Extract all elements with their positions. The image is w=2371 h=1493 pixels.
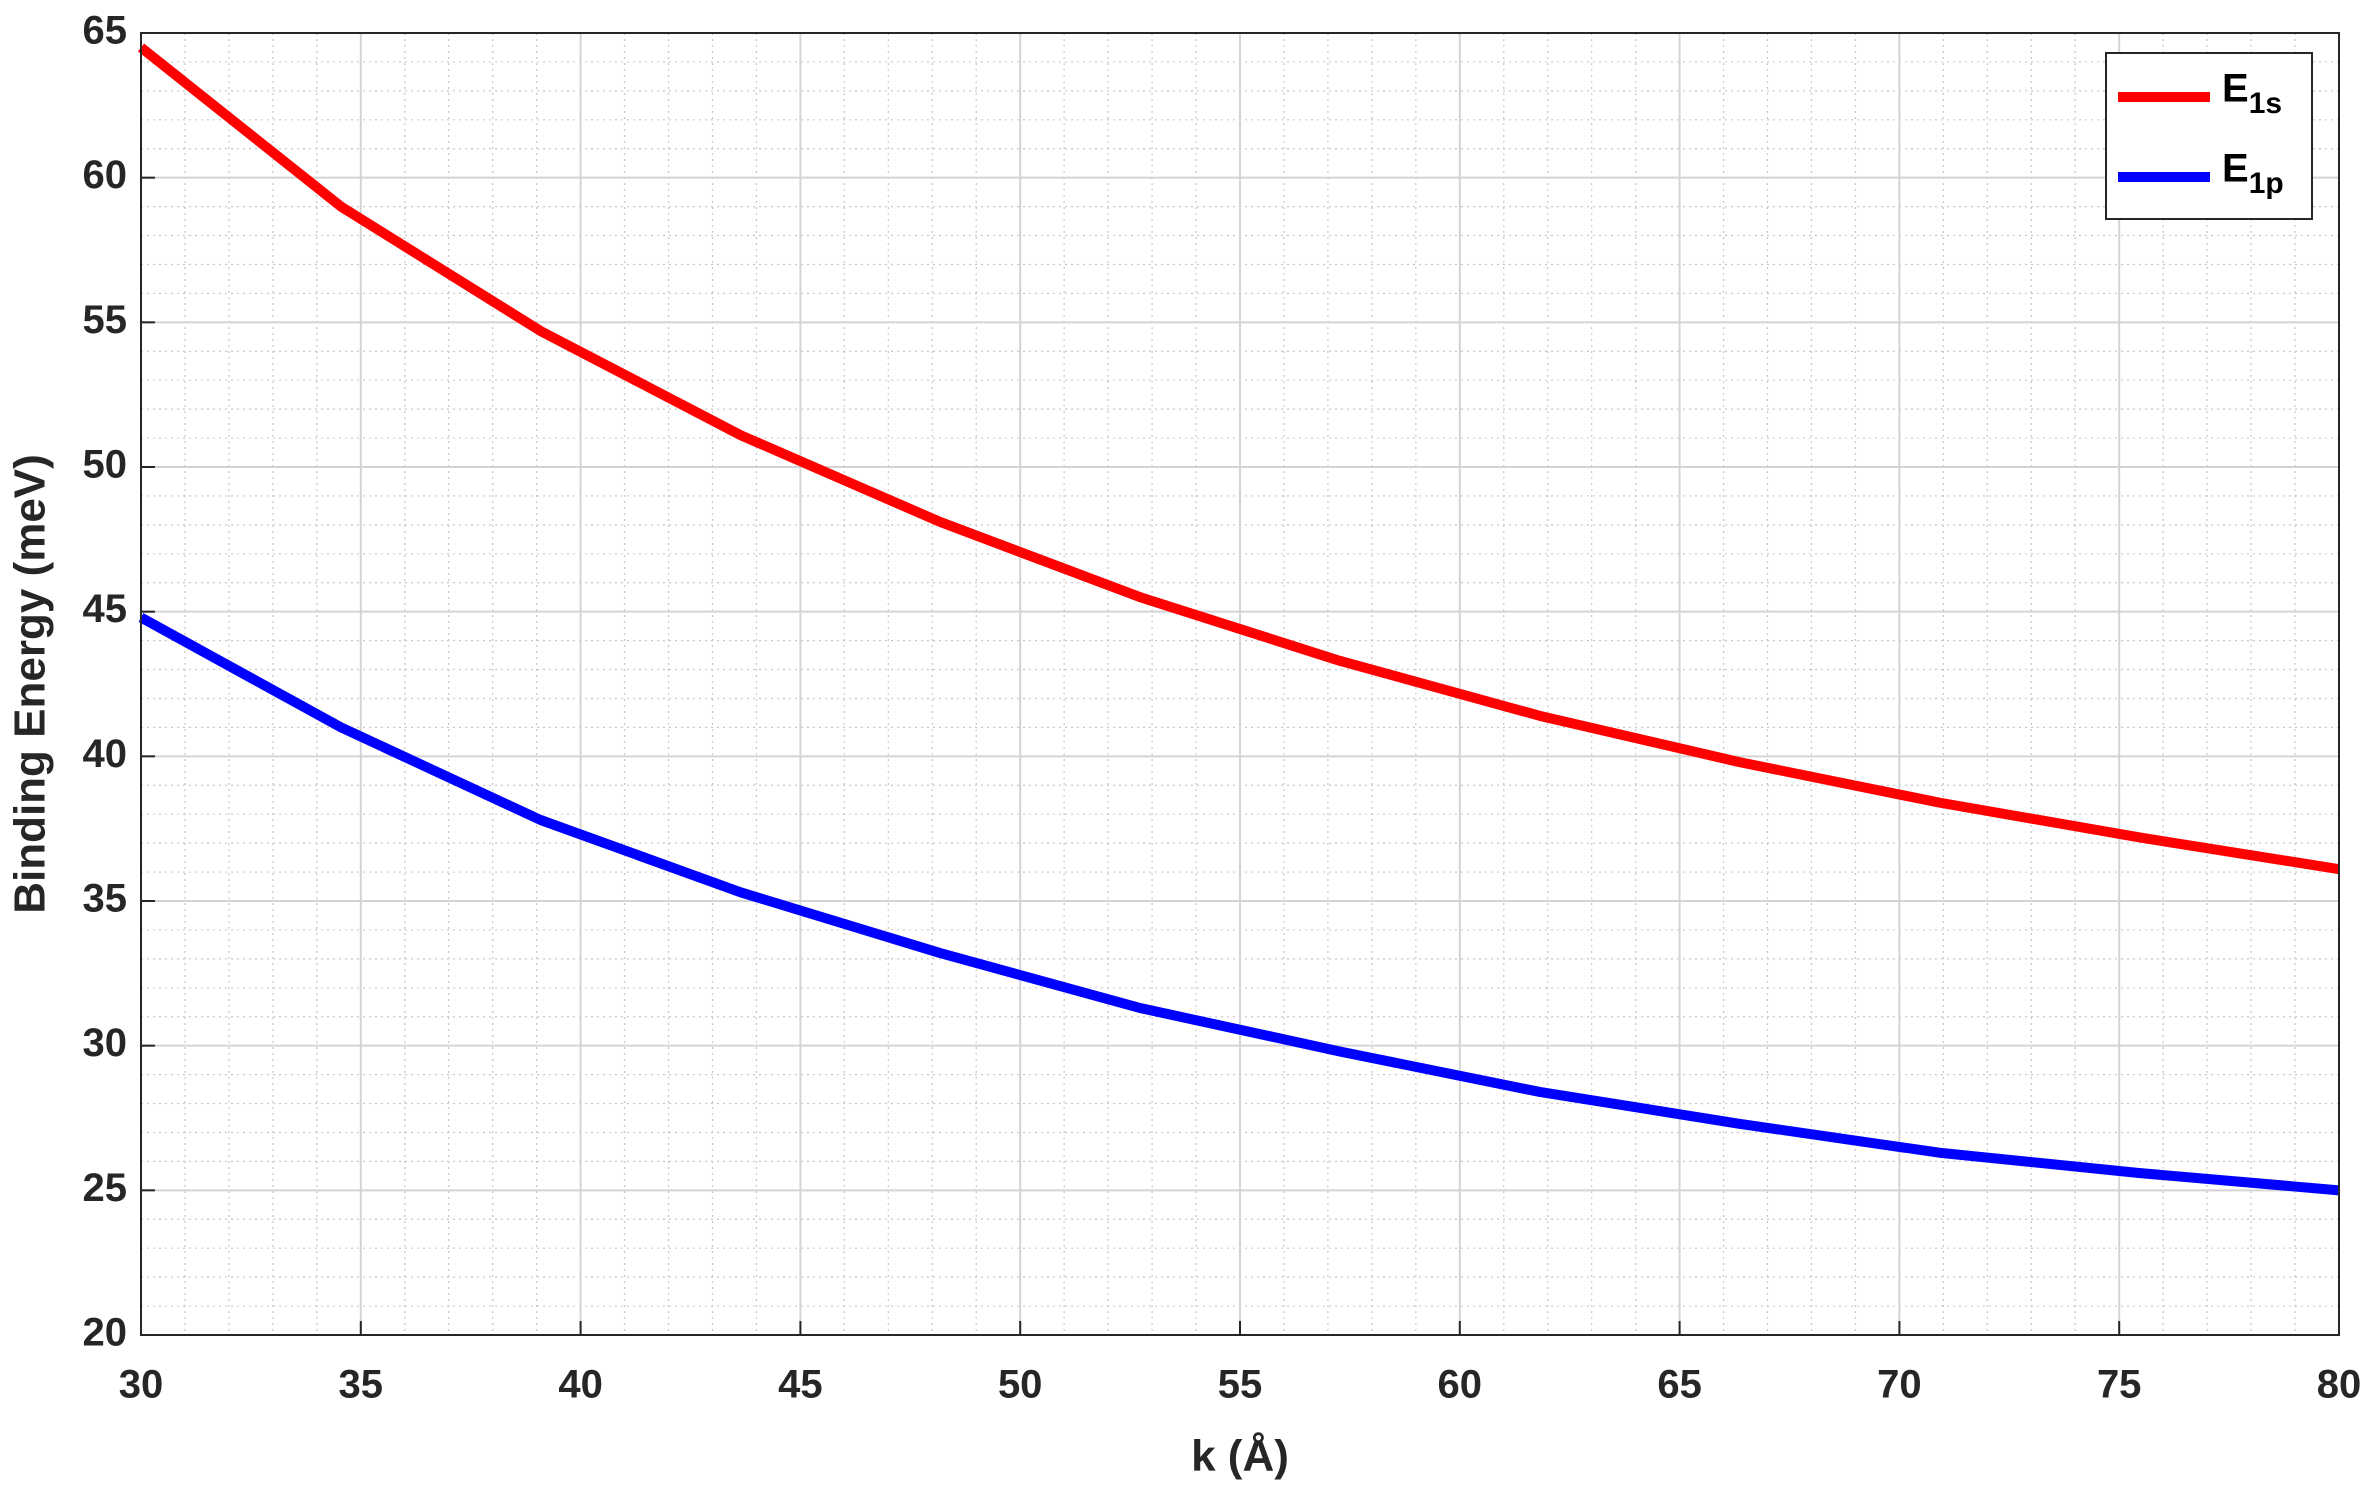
x-tick-label: 55	[1218, 1363, 1263, 1407]
y-tick-label: 35	[83, 877, 128, 921]
x-axis-label: k (Å)	[1191, 1432, 1289, 1481]
data-line	[138, 613, 2340, 1196]
grid	[140, 32, 2340, 1336]
y-tick-label: 45	[83, 587, 128, 631]
y-tick-label: 25	[83, 1166, 128, 1210]
x-tick-label: 40	[558, 1363, 603, 1407]
x-tick-label: 80	[2317, 1363, 2362, 1407]
x-tick-label: 75	[2097, 1363, 2142, 1407]
x-tick-label: 50	[998, 1363, 1043, 1407]
y-tick-label: 65	[83, 9, 128, 53]
y-tick-label: 30	[83, 1021, 128, 1065]
x-tick-label: 45	[778, 1363, 823, 1407]
y-tick-label: 20	[83, 1311, 128, 1355]
x-tick-label: 35	[339, 1363, 384, 1407]
y-axis-label: Binding Energy (meV)	[6, 454, 55, 914]
x-tick-label: 70	[1877, 1363, 1922, 1407]
y-tick-label: 55	[83, 298, 128, 342]
lines	[137, 43, 2340, 1196]
x-tick-label: 60	[1438, 1363, 1483, 1407]
y-tick-label: 50	[83, 443, 128, 487]
x-tick-label: 65	[1657, 1363, 1702, 1407]
x-tick-label: 30	[119, 1363, 164, 1407]
y-tick-label: 40	[83, 732, 128, 776]
y-tick-label: 60	[83, 153, 128, 197]
data-line	[137, 43, 2340, 875]
legend-box	[2105, 52, 2313, 220]
